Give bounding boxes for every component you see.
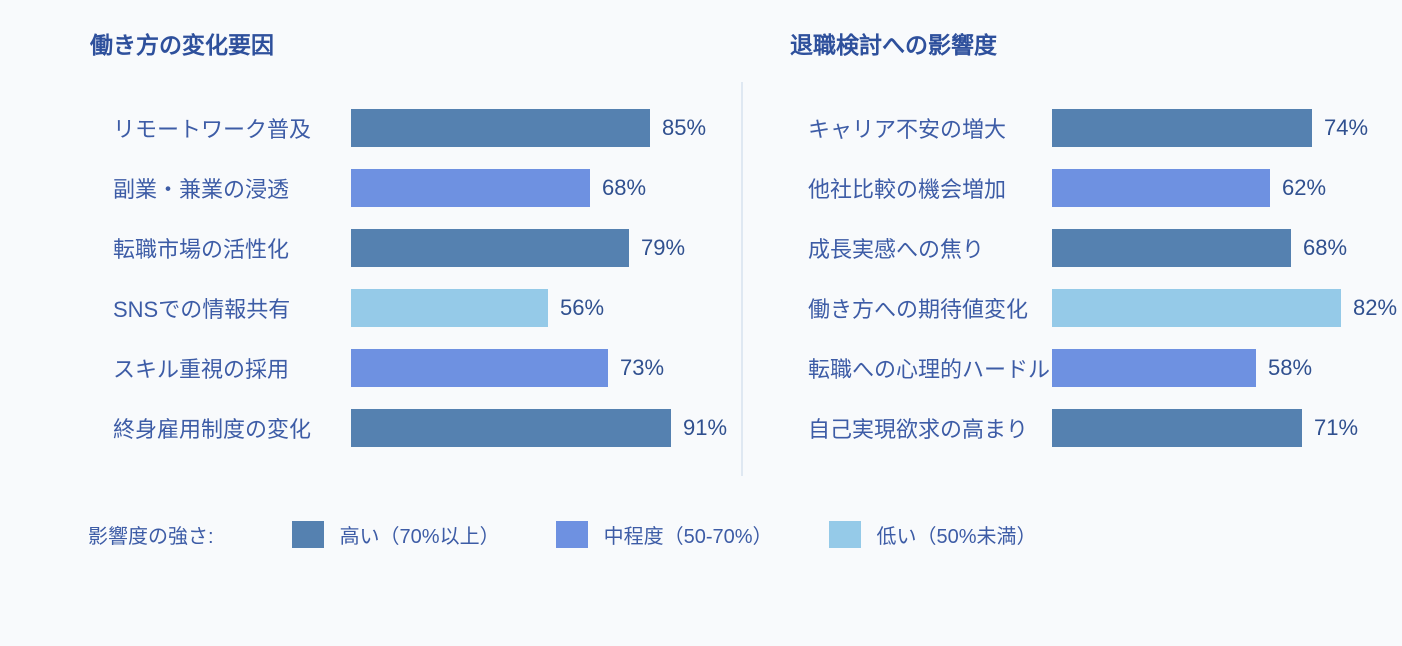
chart-row: 他社比較の機会増加 62% — [790, 158, 1402, 218]
bar — [1052, 349, 1256, 387]
category-label: 転職市場の活性化 — [113, 237, 290, 262]
category-label: キャリア不安の増大 — [808, 117, 1007, 142]
value-label: 73% — [620, 355, 665, 380]
legend-item-medium: 中程度（50-70%） — [555, 520, 773, 549]
legend-label: 中程度（50-70%） — [603, 525, 773, 548]
value-label: 56% — [560, 295, 605, 320]
legend-item-high: 高い（70%以上） — [291, 520, 500, 549]
category-label: スキル重視の採用 — [113, 357, 290, 382]
chart-row: 終身雇用制度の変化 91% — [90, 398, 740, 458]
chart-resignation-impact: 退職検討への影響度 キャリア不安の増大 74% 他社比較の機会増加 62% 成長… — [790, 32, 1402, 458]
category-label: SNSでの情報共有 — [113, 297, 291, 322]
category-label: リモートワーク普及 — [113, 117, 312, 142]
chart-workstyle-factors: 働き方の変化要因 リモートワーク普及 85% 副業・兼業の浸透 68% 転職市場… — [90, 32, 740, 458]
value-label: 82% — [1353, 295, 1398, 320]
legend-swatch-high — [291, 520, 324, 548]
bar — [1052, 289, 1341, 327]
category-label: 自己実現欲求の高まり — [808, 417, 1029, 442]
category-label: 終身雇用制度の変化 — [113, 417, 312, 442]
chart-row: 自己実現欲求の高まり 71% — [790, 398, 1402, 458]
bar — [351, 349, 608, 387]
value-label: 74% — [1324, 115, 1369, 140]
category-label: 成長実感への焦り — [808, 237, 985, 262]
chart-row: 転職市場の活性化 79% — [90, 218, 740, 278]
chart-row: キャリア不安の増大 74% — [790, 98, 1402, 158]
value-label: 68% — [602, 175, 647, 200]
value-label: 91% — [683, 415, 728, 440]
bar — [351, 409, 671, 447]
chart-row: スキル重視の採用 73% — [90, 338, 740, 398]
bar — [351, 289, 548, 327]
chart-row: 成長実感への焦り 68% — [790, 218, 1402, 278]
value-label: 71% — [1314, 415, 1359, 440]
legend-item-low: 低い（50%未満） — [828, 520, 1037, 549]
chart-rows: リモートワーク普及 85% 副業・兼業の浸透 68% 転職市場の活性化 79% … — [90, 98, 740, 458]
legend-swatch-medium — [555, 520, 588, 548]
value-label: 85% — [662, 115, 707, 140]
chart-title: 退職検討への影響度 — [790, 32, 997, 58]
bar — [1052, 409, 1302, 447]
value-label: 79% — [641, 235, 686, 260]
bar — [1052, 169, 1270, 207]
category-label: 他社比較の機会増加 — [808, 177, 1007, 202]
bar — [1052, 109, 1312, 147]
category-label: 副業・兼業の浸透 — [113, 177, 290, 202]
category-label: 働き方への期待値変化 — [808, 297, 1029, 322]
legend: 影響度の強さ: 高い（70%以上） 中程度（50-70%） 低い（50%未満） — [88, 516, 1093, 552]
chart-row: 副業・兼業の浸透 68% — [90, 158, 740, 218]
bar — [351, 169, 590, 207]
chart-row: リモートワーク普及 85% — [90, 98, 740, 158]
bar — [351, 229, 629, 267]
chart-title: 働き方の変化要因 — [90, 32, 274, 58]
bar — [1052, 229, 1291, 267]
legend-swatch-low — [828, 520, 861, 548]
chart-row: 働き方への期待値変化 82% — [790, 278, 1402, 338]
value-label: 62% — [1282, 175, 1327, 200]
legend-label: 低い（50%未満） — [876, 525, 1037, 548]
legend-title: 影響度の強さ: — [88, 525, 214, 548]
chart-rows: キャリア不安の増大 74% 他社比較の機会増加 62% 成長実感への焦り 68%… — [790, 98, 1402, 458]
bar — [351, 109, 650, 147]
value-label: 58% — [1268, 355, 1313, 380]
legend-label: 高い（70%以上） — [339, 525, 500, 548]
category-label: 転職への心理的ハードル — [808, 357, 1051, 382]
value-label: 68% — [1303, 235, 1348, 260]
chart-row: 転職への心理的ハードル 58% — [790, 338, 1402, 398]
vertical-divider — [741, 82, 743, 476]
chart-row: SNSでの情報共有 56% — [90, 278, 740, 338]
